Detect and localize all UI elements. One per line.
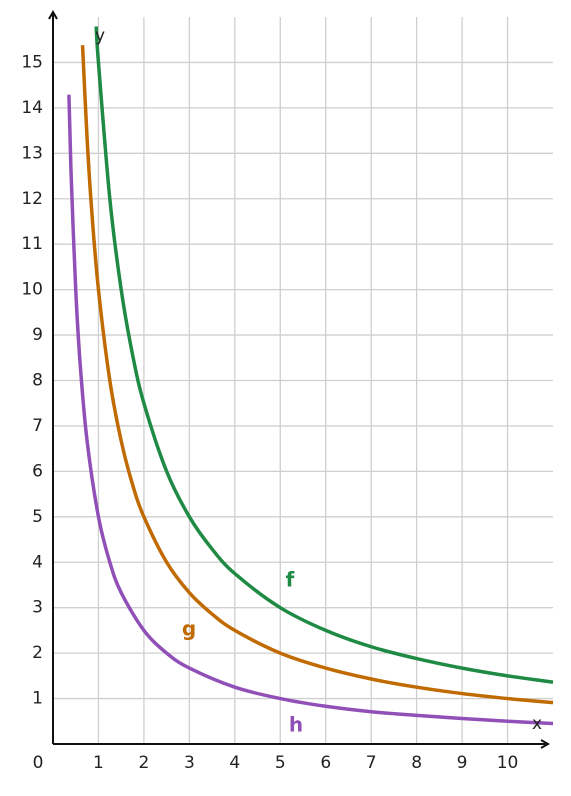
- x-tick-label: 1: [93, 753, 104, 773]
- y-tick-label: 2: [32, 643, 43, 663]
- y-tick-label: 10: [21, 280, 43, 300]
- y-tick-label: 8: [32, 371, 43, 391]
- curves: [67, 26, 554, 726]
- curve: [80, 45, 554, 705]
- y-tick-label: 9: [32, 325, 43, 345]
- curve: [94, 26, 554, 684]
- y-tick-label: 6: [32, 461, 43, 481]
- x-tick-label: 6: [320, 753, 331, 773]
- x-tick-label: 10: [497, 753, 519, 773]
- y-tick-label: 3: [32, 598, 43, 618]
- y-tick-label: 13: [21, 143, 43, 163]
- x-tick-label: 8: [411, 753, 422, 773]
- curve: [67, 94, 554, 726]
- x-tick-label: 3: [184, 753, 195, 773]
- x-tick-label: 2: [138, 753, 149, 773]
- x-tick-label: 5: [275, 753, 286, 773]
- y-axis-label: y: [95, 26, 105, 46]
- y-tick-label: 7: [32, 416, 43, 436]
- x-tick-label: 7: [366, 753, 377, 773]
- x-tick-label: 9: [457, 753, 468, 773]
- series-label: h: [289, 713, 303, 737]
- y-tick-label: 1: [32, 689, 43, 709]
- x-tick-label: 4: [229, 753, 240, 773]
- x-axis-label: x: [532, 714, 542, 734]
- y-tick-label: 11: [21, 234, 43, 254]
- y-tick-label: 5: [32, 507, 43, 527]
- series-label: f: [286, 568, 295, 592]
- series-label: g: [182, 617, 196, 641]
- x-tick-label: 0: [33, 753, 44, 773]
- y-tick-label: 12: [21, 189, 43, 209]
- y-tick-label: 14: [21, 98, 43, 118]
- y-tick-label: 4: [32, 552, 43, 572]
- y-tick-label: 15: [21, 52, 43, 72]
- grid: [53, 17, 553, 744]
